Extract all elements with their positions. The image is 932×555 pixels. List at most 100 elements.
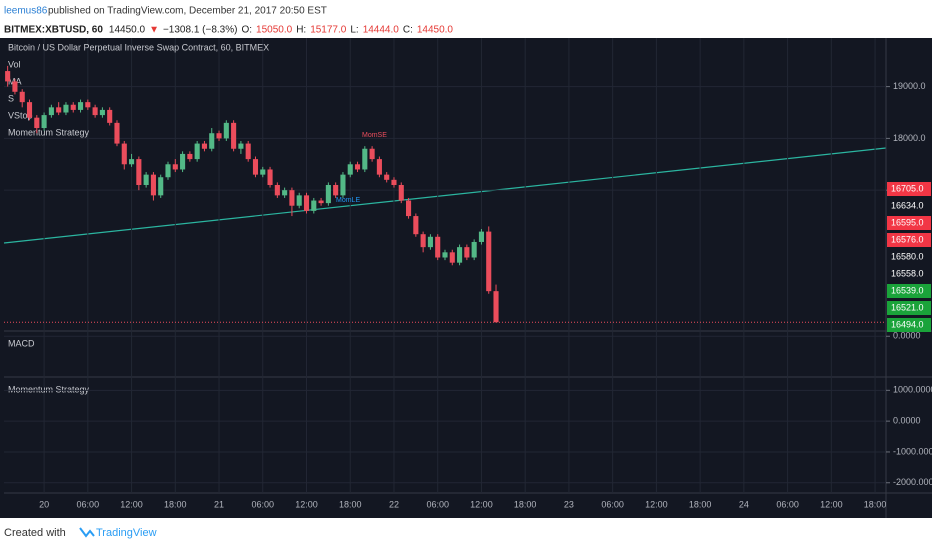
ohlc-label: O: xyxy=(241,25,252,36)
candle-body xyxy=(70,104,76,110)
last-price: 14450.0 xyxy=(109,25,146,36)
candle-body xyxy=(48,107,54,116)
legend-item: VStop xyxy=(8,110,33,120)
candle-body xyxy=(362,148,368,170)
candle-body xyxy=(245,143,251,160)
candle-body xyxy=(369,148,375,160)
candle-body xyxy=(5,71,11,82)
x-tick-label: 06:00 xyxy=(426,499,449,509)
ohlc-value: 15050.0 xyxy=(256,25,293,36)
symbol: BITMEX:XBTUSD, 60 xyxy=(4,25,103,36)
candle-body xyxy=(19,91,25,103)
candle-body xyxy=(252,159,259,175)
price-badge xyxy=(887,318,931,332)
candle-body xyxy=(26,102,33,118)
logo xyxy=(79,527,95,538)
candle-body xyxy=(354,164,361,170)
x-tick-label: 18:00 xyxy=(689,499,712,509)
candle-body xyxy=(260,169,266,175)
candle-body xyxy=(311,200,317,211)
x-tick-label: 06:00 xyxy=(601,499,624,509)
x-tick-label: 18:00 xyxy=(514,499,537,509)
price-badge-label: 16705.0 xyxy=(891,183,924,193)
legend-item: Momentum Strategy xyxy=(8,127,90,137)
trend-line xyxy=(3,147,887,244)
y-tick-label: -2000.0000 xyxy=(893,477,932,487)
candle-body xyxy=(486,231,492,292)
candle-body xyxy=(267,169,273,185)
signal-label: MomLE xyxy=(336,197,360,204)
pane-title: MACD xyxy=(8,338,35,348)
y-tick-label: 0.0000 xyxy=(893,416,921,426)
candle-body xyxy=(493,291,499,323)
ohlc-value: 15177.0 xyxy=(310,25,347,36)
ohlc-label: L: xyxy=(350,25,358,36)
y-tick-label: 18000.0 xyxy=(893,133,926,143)
x-tick-label: 06:00 xyxy=(77,499,100,509)
price-badge-label: 16580.0 xyxy=(891,251,924,261)
ohlc-label: C: xyxy=(403,25,413,36)
candle-body xyxy=(34,117,40,129)
ohlc-value: 14450.0 xyxy=(417,25,454,36)
price-badge xyxy=(887,267,931,281)
legend-item: S xyxy=(8,93,14,103)
footer-brand[interactable]: TradingView xyxy=(96,527,157,539)
candle-body xyxy=(63,104,69,113)
candle-body xyxy=(435,236,441,258)
y-tick-label: 0.0000 xyxy=(893,331,921,341)
ohlc-value: 14444.0 xyxy=(363,25,400,36)
candle-body xyxy=(303,195,310,211)
price-badge-label: 16494.0 xyxy=(891,319,924,329)
candle-body xyxy=(121,143,127,165)
candle-body xyxy=(172,164,178,170)
x-tick-label: 12:00 xyxy=(820,499,843,509)
candle-body xyxy=(143,174,149,185)
candle-body xyxy=(274,185,280,196)
x-tick-label: 12:00 xyxy=(470,499,493,509)
change: −1308.1 (−8.3%) xyxy=(163,25,238,36)
candle-body xyxy=(325,185,331,204)
candle-body xyxy=(165,164,171,178)
candle-body xyxy=(442,252,448,258)
chart-bg xyxy=(0,38,932,518)
header-bg xyxy=(0,0,932,38)
candle-body xyxy=(129,159,135,165)
price-badge xyxy=(887,182,931,196)
published: published on TradingView.com, December 2… xyxy=(48,6,327,17)
author[interactable]: leemus86 xyxy=(4,6,48,17)
candle-body xyxy=(150,174,156,196)
candle-body xyxy=(209,133,215,149)
candle-body xyxy=(333,185,339,196)
price-badge xyxy=(887,233,931,247)
candle-body xyxy=(457,247,463,263)
candle-body xyxy=(92,107,98,116)
x-tick-label: 22 xyxy=(389,499,399,509)
candle-body xyxy=(464,247,470,258)
candle-body xyxy=(56,107,62,113)
candle-body xyxy=(216,133,222,139)
y-tick-label: 19000.0 xyxy=(893,81,926,91)
x-tick-label: 12:00 xyxy=(120,499,143,509)
pane-title: Momentum Strategy xyxy=(8,384,90,394)
x-tick-label: 12:00 xyxy=(645,499,668,509)
candle-body xyxy=(223,122,229,139)
x-tick-label: 06:00 xyxy=(252,499,275,509)
candle-body xyxy=(318,200,324,204)
candle-body xyxy=(107,109,113,123)
candle-body xyxy=(99,109,105,116)
price-badge xyxy=(887,216,931,230)
footer-created: Created with xyxy=(4,527,66,539)
x-tick-label: 21 xyxy=(214,499,224,509)
x-tick-label: 18:00 xyxy=(864,499,887,509)
candle-body xyxy=(427,236,433,248)
candle-body xyxy=(231,122,237,149)
candle-body xyxy=(180,153,186,170)
candle-body xyxy=(238,143,244,149)
candle-body xyxy=(406,200,412,217)
price-badge xyxy=(887,301,931,315)
candle-body xyxy=(12,81,18,92)
price-badge-label: 16521.0 xyxy=(891,302,924,312)
candle-body xyxy=(413,216,419,235)
candle-body xyxy=(194,143,200,160)
